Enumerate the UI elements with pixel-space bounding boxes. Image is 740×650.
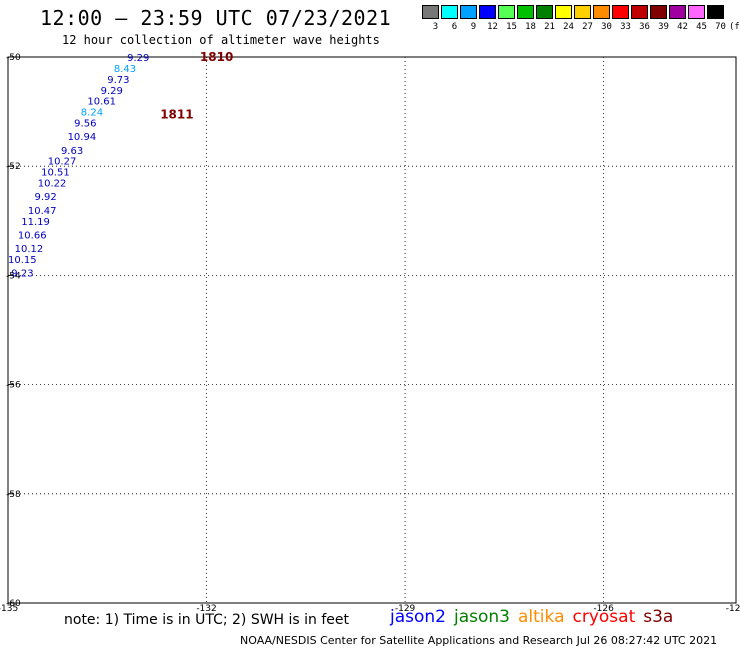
color-swatch-label: 3: [432, 22, 439, 32]
plot-frame: [7, 56, 737, 604]
color-swatch-label: 6: [451, 22, 458, 32]
color-swatch-label: 21: [544, 22, 555, 32]
color-swatch-label: 45: [696, 22, 707, 32]
wave-height-label: 10.22: [38, 179, 67, 190]
legend-entry: s3a: [643, 607, 674, 627]
wave-height-label: 8.43: [114, 64, 136, 75]
y-tick-label: -60: [6, 599, 21, 609]
footer-note: note: 1) Time is in UTC; 2) SWH is in fe…: [64, 612, 350, 628]
legend-entry: cryosat: [572, 607, 636, 627]
color-swatch: [441, 5, 458, 19]
wave-height-label: 10.66: [18, 230, 47, 241]
wave-height-label: 11.19: [21, 217, 50, 228]
legend-entry: altika: [518, 607, 565, 627]
wave-height-label: 9.29: [101, 86, 123, 97]
color-swatch: [498, 5, 515, 19]
color-swatch-label: 70: [715, 22, 726, 32]
satellite-legend: jason2 jason3 altika cryosat s3a: [390, 607, 681, 627]
legend-entry: jason3: [454, 607, 510, 627]
x-tick-label: -132: [196, 604, 216, 614]
color-swatch-label: 30: [601, 22, 612, 32]
color-swatch: [517, 5, 534, 19]
color-swatch: [574, 5, 591, 19]
wave-height-label: 10.27: [48, 157, 77, 168]
wave-height-label: 9.63: [61, 146, 83, 157]
y-tick-label: -58: [6, 490, 21, 500]
color-swatch: [707, 5, 724, 19]
chart-subtitle: 12 hour collection of altimeter wave hei…: [62, 33, 380, 47]
color-swatch-label: 36: [639, 22, 650, 32]
color-swatch: [460, 5, 477, 19]
wave-height-label: 10.51: [41, 168, 70, 179]
x-tick-label: -124: [726, 604, 740, 614]
wave-height-label: 9.92: [34, 192, 56, 203]
color-swatch-label: 27: [582, 22, 593, 32]
y-tick-label: -56: [6, 381, 21, 391]
color-swatch: [555, 5, 572, 19]
color-swatch: [650, 5, 667, 19]
color-swatch: [631, 5, 648, 19]
wave-height-label: 8.24: [81, 108, 103, 119]
x-tick-label: -129: [395, 604, 416, 614]
time-label: 1810: [200, 50, 233, 64]
color-swatch-label: 33: [620, 22, 631, 32]
color-swatch-label: 24: [563, 22, 574, 32]
footer-credit: NOAA/NESDIS Center for Satellite Applica…: [240, 634, 718, 647]
color-swatch: [612, 5, 629, 19]
color-swatch-label: 42: [677, 22, 688, 32]
y-tick-label: -52: [6, 162, 21, 172]
color-swatch-label: 18: [525, 22, 536, 32]
x-tick-label: -135: [0, 604, 18, 614]
wave-height-label: 10.61: [87, 97, 116, 108]
color-swatch: [422, 5, 439, 19]
y-tick-label: -50: [6, 53, 21, 63]
color-swatch-label: 39: [658, 22, 669, 32]
wave-height-label: 9.29: [127, 53, 149, 64]
color-swatch: [669, 5, 686, 19]
color-swatch: [536, 5, 553, 19]
legend-entry: jason2: [390, 607, 446, 627]
wave-height-label: 10.15: [8, 255, 37, 266]
color-swatch: [593, 5, 610, 19]
chart-title: 12:00 – 23:59 UTC 07/23/2021: [40, 6, 392, 30]
color-swatch-label: 15: [506, 22, 517, 32]
wave-height-label: 9.73: [107, 75, 129, 86]
wave-height-label: 9.23: [11, 269, 33, 280]
x-tick-label: -126: [593, 604, 614, 614]
wave-height-label: 9.56: [74, 119, 96, 130]
color-swatch-label: 9: [470, 22, 477, 32]
color-scale-unit: (ft): [729, 22, 740, 32]
color-swatch-label: 12: [487, 22, 498, 32]
wave-height-label: 10.47: [28, 206, 57, 217]
time-label: 1811: [160, 107, 193, 121]
y-tick-label: -54: [6, 271, 21, 281]
color-swatch: [688, 5, 705, 19]
wave-height-label: 10.12: [15, 244, 44, 255]
wave-height-label: 10.94: [68, 132, 97, 143]
color-swatch: [479, 5, 496, 19]
